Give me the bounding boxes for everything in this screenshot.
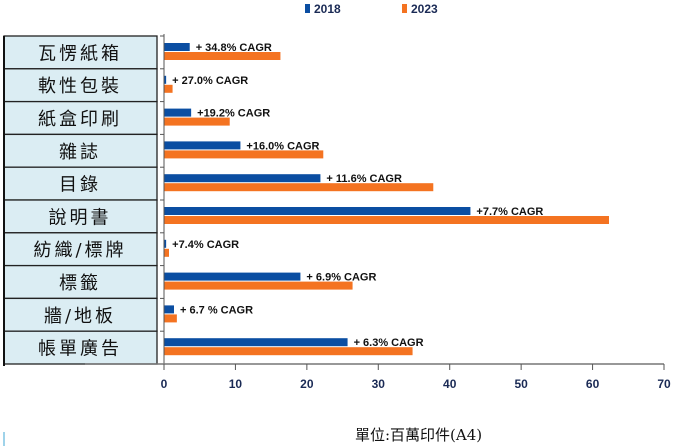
x-tick-label: 30 [372, 377, 386, 391]
category-label: 帳單廣告 [38, 339, 122, 360]
cagr-label: + 27.0% CAGR [172, 75, 248, 87]
category-label: 說明書 [49, 207, 112, 228]
bar-2023 [164, 84, 173, 93]
cagr-label: + 34.8% CAGR [196, 42, 272, 54]
bar-2018 [164, 108, 192, 117]
x-tick-label: 20 [300, 377, 314, 391]
cagr-label: + 6.7 % CAGR [180, 304, 253, 316]
cagr-label: + 6.9% CAGR [306, 272, 376, 284]
x-axis: 0 10 20 30 40 50 60 70 [85, 34, 671, 391]
bar-2018 [164, 207, 471, 215]
bar-2023 [164, 216, 609, 224]
category-label: 目錄 [59, 175, 101, 196]
legend-label-2018: 2018 [314, 2, 341, 16]
category-label: 瓦愣紙箱 [38, 43, 122, 64]
bar-2023 [164, 117, 230, 126]
cagr-label: + 6.3% CAGR [354, 337, 424, 349]
category-label: 紡織/標牌 [33, 240, 126, 261]
legend: 2018 2023 [305, 2, 438, 16]
x-tick-label: 40 [443, 377, 457, 391]
cagr-label: +19.2% CAGR [197, 108, 270, 120]
edge-marker [3, 432, 5, 446]
category-cell [3, 330, 158, 365]
bar-2023 [164, 347, 413, 356]
bar-2023 [164, 183, 434, 192]
category-label: 牆/地板 [44, 306, 116, 327]
bar-2023 [164, 52, 281, 60]
category-label: 軟性包裝 [38, 76, 122, 97]
bar-2023 [164, 248, 169, 257]
bars: + 34.8% CAGR + 27.0% CAGR +19.2% CAGR +16.0… [164, 42, 609, 356]
cagr-label: + 11.6% CAGR [326, 173, 402, 185]
x-tick-label: 70 [657, 377, 671, 391]
bar-2018 [164, 43, 190, 51]
bar-2023 [164, 281, 353, 290]
cagr-label: +16.0% CAGR [246, 140, 319, 152]
category-label: 紙盒印刷 [38, 109, 122, 130]
bar-2018 [164, 305, 174, 314]
category-cell [3, 68, 158, 103]
bar-2018 [164, 141, 241, 150]
unit-label: 單位:百萬印件(A4) [355, 426, 482, 444]
cagr-label: +7.7% CAGR [476, 206, 543, 218]
legend-swatch-2023 [402, 4, 407, 13]
bar-2023 [164, 314, 177, 323]
x-tick-label: 60 [586, 377, 600, 391]
category-cell [3, 133, 158, 168]
bar-2018 [164, 75, 167, 84]
legend-label-2023: 2023 [411, 2, 438, 16]
bar-2018 [164, 239, 167, 248]
bar-2018 [164, 174, 321, 183]
category-label: 雜誌 [59, 142, 101, 163]
category-label: 標籤 [59, 273, 101, 294]
bar-2018 [164, 338, 348, 347]
x-tick-label: 10 [229, 377, 243, 391]
bar-2023 [164, 150, 324, 159]
bar-2018 [164, 272, 301, 281]
x-tick-label: 0 [161, 377, 168, 391]
legend-swatch-2018 [305, 4, 310, 13]
x-tick-label: 50 [514, 377, 528, 391]
cagr-label: +7.4% CAGR [172, 239, 239, 251]
